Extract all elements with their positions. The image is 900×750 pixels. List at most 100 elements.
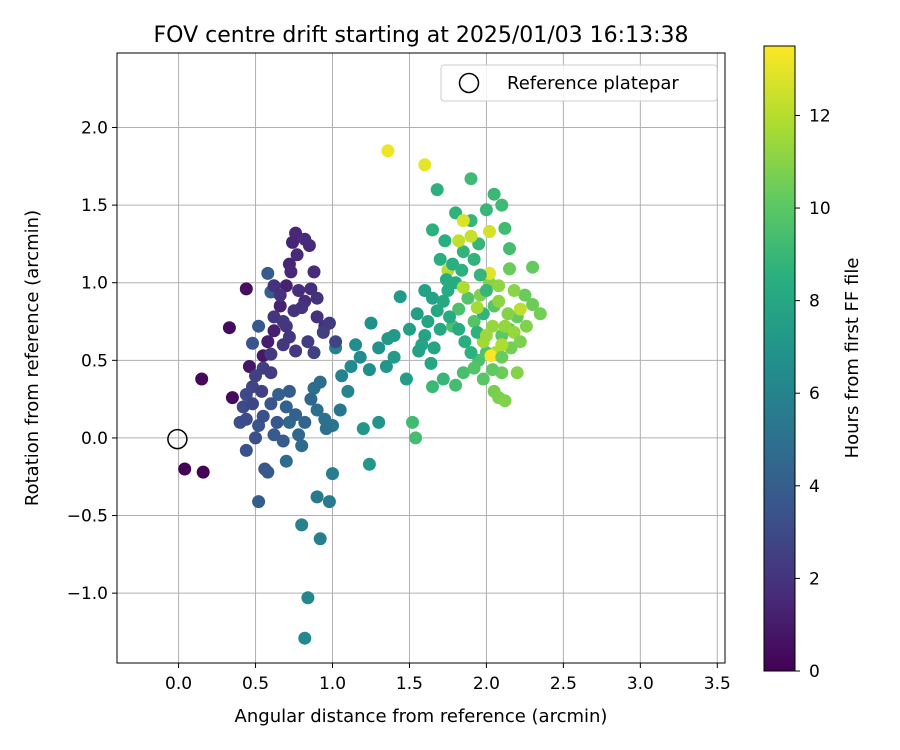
scatter-point bbox=[381, 144, 395, 158]
y-tick-label: 1.0 bbox=[81, 274, 108, 294]
scatter-point bbox=[436, 372, 450, 386]
scatter-point bbox=[313, 532, 327, 546]
scatter-point bbox=[344, 360, 358, 373]
x-tick-label: 2.0 bbox=[473, 674, 500, 694]
y-axis-label: Rotation from reference (arcmin) bbox=[22, 210, 43, 506]
scatter-point bbox=[310, 403, 324, 417]
scatter-point bbox=[252, 319, 266, 333]
scatter-point bbox=[256, 409, 270, 423]
scatter-point bbox=[446, 257, 460, 271]
scatter-point bbox=[426, 380, 439, 394]
scatter-point bbox=[449, 378, 463, 392]
scatter-point bbox=[284, 265, 298, 279]
scatter-point bbox=[289, 408, 303, 422]
scatter-point bbox=[273, 299, 287, 313]
scatter-point bbox=[239, 282, 253, 296]
x-tick-label: 3.0 bbox=[627, 674, 654, 694]
scatter-point bbox=[304, 282, 318, 296]
y-tick-label: −1.0 bbox=[67, 584, 108, 604]
scatter-point bbox=[421, 315, 435, 328]
scatter-point bbox=[443, 310, 456, 324]
scatter-point bbox=[279, 279, 293, 293]
scatter-point bbox=[486, 319, 500, 333]
scatter-point bbox=[479, 329, 493, 342]
scatter-point bbox=[353, 350, 367, 364]
scatter-point bbox=[418, 158, 432, 172]
scatter-point bbox=[433, 322, 447, 336]
data-points bbox=[178, 144, 547, 645]
scatter-point bbox=[298, 631, 312, 645]
scatter-point bbox=[298, 415, 312, 429]
x-tick-label: 3.5 bbox=[704, 674, 731, 694]
scatter-point bbox=[329, 335, 343, 349]
scatter-point bbox=[292, 284, 306, 297]
scatter-point bbox=[255, 384, 269, 398]
scatter-point bbox=[270, 415, 284, 429]
scatter-point bbox=[464, 229, 478, 243]
scatter-point bbox=[319, 422, 333, 436]
x-tick-label: 2.5 bbox=[550, 674, 577, 694]
scatter-point bbox=[470, 301, 484, 315]
scatter-point bbox=[467, 361, 481, 375]
scatter-point bbox=[178, 462, 192, 476]
scatter-point bbox=[479, 203, 493, 217]
scatter-point bbox=[513, 302, 527, 316]
scatter-point bbox=[349, 338, 363, 352]
scatter-point bbox=[507, 284, 521, 297]
colorbar-gradient bbox=[763, 45, 796, 672]
scatter-point bbox=[438, 234, 452, 248]
scatter-point bbox=[304, 392, 318, 406]
scatter-point bbox=[464, 346, 478, 360]
scatter-point bbox=[279, 400, 293, 414]
scatter-point bbox=[335, 369, 349, 383]
scatter-point bbox=[239, 412, 253, 426]
scatter-point bbox=[486, 363, 500, 377]
scatter-point bbox=[282, 330, 296, 344]
scatter-point bbox=[452, 322, 466, 336]
scatter-point bbox=[239, 443, 253, 457]
scatter-point bbox=[372, 415, 386, 429]
scatter-point bbox=[456, 214, 470, 228]
scatter-point bbox=[473, 268, 487, 282]
scatter-point bbox=[406, 415, 419, 429]
y-tick-label: 1.5 bbox=[81, 196, 108, 216]
scatter-point bbox=[498, 394, 512, 408]
scatter-point bbox=[196, 465, 210, 479]
scatter-point bbox=[379, 360, 393, 373]
colorbar-tick-label: 4 bbox=[809, 477, 820, 497]
scatter-point bbox=[261, 335, 275, 349]
scatter-point bbox=[464, 172, 478, 186]
scatter-point bbox=[507, 325, 521, 339]
scatter-point bbox=[433, 252, 447, 266]
scatter-point bbox=[452, 302, 466, 316]
y-tick-label: −0.5 bbox=[67, 507, 108, 527]
scatter-point bbox=[456, 245, 470, 259]
scatter-point bbox=[362, 457, 376, 471]
scatter-point bbox=[430, 304, 444, 318]
scatter-point bbox=[290, 248, 304, 262]
scatter-point bbox=[467, 315, 481, 328]
scatter-point bbox=[310, 291, 324, 305]
scatter-point bbox=[439, 273, 453, 287]
scatter-point bbox=[301, 335, 315, 349]
scatter-point bbox=[436, 294, 450, 308]
scatter-point bbox=[503, 242, 516, 256]
scatter-point bbox=[483, 225, 496, 238]
scatter-point bbox=[399, 372, 413, 386]
scatter-point bbox=[495, 198, 509, 212]
scatter-point bbox=[495, 338, 509, 352]
scatter-point bbox=[307, 346, 321, 360]
scatter-point bbox=[498, 319, 512, 333]
scatter-point bbox=[526, 260, 540, 274]
scatter-point bbox=[295, 518, 309, 532]
scatter-point bbox=[292, 428, 306, 442]
scatter-point bbox=[310, 310, 324, 324]
scatter-point bbox=[492, 279, 506, 293]
scatter-point bbox=[455, 263, 469, 277]
scatter-point bbox=[364, 316, 378, 330]
y-axis: −1.0 −0.5 0.0 0.5 1.0 1.5 2.0 bbox=[67, 119, 117, 604]
scatter-point bbox=[272, 388, 286, 401]
x-tick-label: 0.5 bbox=[242, 674, 269, 694]
scatter-point bbox=[252, 495, 266, 509]
colorbar-tick-label: 2 bbox=[809, 569, 820, 589]
